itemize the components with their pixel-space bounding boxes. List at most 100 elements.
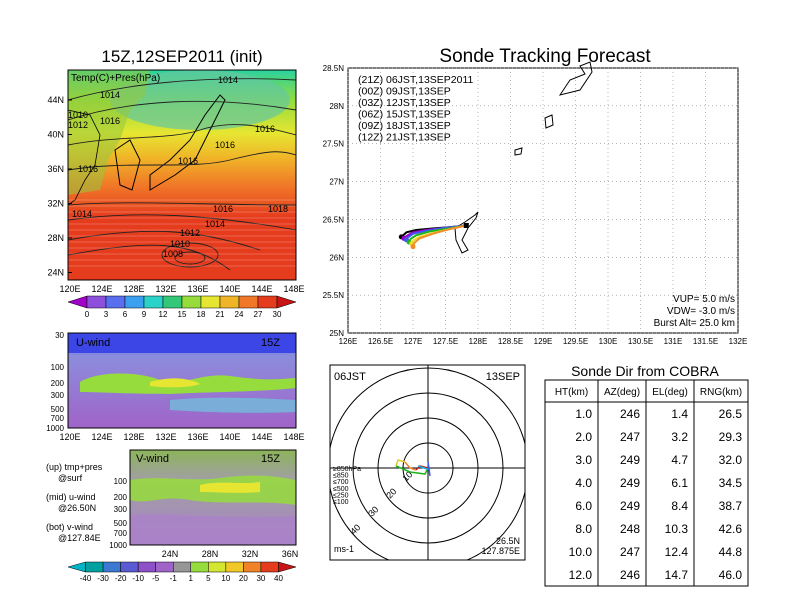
u-wind-lower-band (170, 397, 296, 413)
colorbar-label: 10 (221, 574, 230, 583)
isobar-label: 1016 (215, 140, 235, 150)
isobar-label: 1016 (78, 164, 98, 174)
polar-time: 06JST (334, 371, 366, 383)
colorbar-swatch (67, 295, 88, 309)
colorbar-swatch (137, 561, 156, 573)
colorbar-label: -10 (132, 574, 144, 583)
colorbar-label: 24 (235, 310, 244, 319)
track-lines (398, 222, 469, 250)
u-wind-jet-core (150, 378, 200, 388)
param-vup: VUP= 5.0 m/s (673, 294, 735, 305)
lat-tick-label: 27N (329, 178, 344, 187)
colorbar-label: 6 (123, 310, 128, 319)
table-cell: 249 (620, 499, 640, 513)
lon-tick-label: 129.5E (563, 337, 588, 346)
legend-entry: (06Z) 15JST,13SEP (358, 109, 451, 121)
lon-tick-label: 120E (59, 432, 80, 442)
lon-tick-label: 140E (219, 432, 240, 442)
colorbar-label: -20 (115, 574, 127, 583)
lat-tick-label: 24N (162, 549, 179, 559)
u-wind-upper-band (68, 333, 296, 353)
pressure-tick-label: 100 (114, 477, 128, 486)
isobar-label: 1014 (205, 219, 225, 229)
legend-entry: (21Z) 06JST,13SEP2011 (358, 74, 474, 86)
colorbar-swatch (190, 561, 209, 573)
table-header: AZ(deg) (604, 387, 640, 398)
u-wind-longitude-ticks: 120E 124E 128E 132E 136E 140E 144E 148E (59, 432, 304, 442)
isobar-label: 1010 (170, 239, 190, 249)
note-line: @127.84E (58, 533, 101, 543)
isobar-label: 1016 (213, 204, 233, 214)
lon-tick-label: 127.5E (433, 337, 458, 346)
lon-tick-label: 126.5E (368, 337, 393, 346)
lon-tick-label: 148E (283, 432, 304, 442)
param-burst-alt: Burst Alt= 25.0 km (654, 318, 735, 329)
colorbar-label: 9 (142, 310, 147, 319)
table-cell: 246 (620, 407, 640, 421)
legend-entry: (03Z) 12JST,13SEP (358, 97, 451, 109)
lon-tick-label: 132E (155, 284, 176, 294)
polar-unit: ms-1 (334, 544, 354, 554)
legend-entry: (00Z) 09JST,13SEP (358, 86, 451, 98)
track-endpoint (410, 244, 416, 250)
colorbar-label: 3 (104, 310, 109, 319)
v-wind-lower (130, 514, 296, 545)
lat-tick-label: 40N (47, 130, 64, 140)
table-cell: 248 (620, 522, 640, 536)
wind-colorbar: -40 -30 -20 -10 -5 -1 1 5 10 20 30 40 (67, 561, 297, 583)
colorbar-swatch (172, 561, 192, 573)
v-wind-frame (129, 449, 297, 546)
lat-tick-label: 36N (47, 164, 64, 174)
v-wind-label: V-wind (136, 453, 169, 465)
colorbar-label: 30 (273, 310, 282, 319)
table-cell: 8.0 (575, 522, 592, 536)
polar-date: 13SEP (486, 371, 520, 383)
u-wind-time: 15Z (261, 337, 280, 349)
table-cell: 4.7 (671, 453, 688, 467)
colorbar-label: 12 (159, 310, 168, 319)
note-line: (mid) u-wind (46, 492, 96, 502)
u-wind-label: U-wind (76, 337, 110, 349)
hodograph (395, 459, 431, 477)
lon-tick-label: 131.5E (693, 337, 718, 346)
lon-tick-label: 144E (251, 432, 272, 442)
lon-tick-label: 130E (599, 337, 618, 346)
colorbar-label: -30 (97, 574, 109, 583)
note-line: (bot) v-wind (46, 522, 93, 532)
colorbar-label: 20 (239, 574, 248, 583)
isobar-label: 1010 (68, 110, 88, 120)
lon-tick-label: 132E (729, 337, 748, 346)
polar-level-legend: ≥850hPa≤850≤700≤500≤250≤100 (333, 466, 361, 506)
table-cell: 2.0 (575, 430, 592, 444)
map-texture (68, 199, 296, 267)
japan-coastline (149, 94, 226, 191)
island-outlines (454, 61, 593, 254)
table-cell: 6.1 (671, 476, 688, 490)
colorbar-swatch (86, 295, 107, 309)
lat-tick-label: 36N (282, 549, 299, 559)
lon-tick-label: 126E (339, 337, 358, 346)
table-cell: 12.0 (569, 568, 593, 582)
table-cell: 38.7 (719, 499, 743, 513)
table-header: RNG(km) (700, 387, 742, 398)
continent-landmass (68, 70, 150, 195)
pressure-tick-label: 500 (51, 405, 65, 414)
pressure-tick-label: 300 (114, 505, 128, 514)
track-params: VUP= 5.0 m/s VDW= -3.0 m/s Burst Alt= 25… (654, 294, 735, 329)
table-cell: 249 (620, 476, 640, 490)
lat-tick-label: 44N (47, 95, 64, 105)
pressure-tick-label: 200 (114, 493, 128, 502)
note-line: (up) tmp+pres (46, 462, 103, 472)
table-cell: 44.8 (719, 545, 743, 559)
launch-site-marker (463, 222, 469, 228)
lon-tick-label: 129E (534, 337, 553, 346)
level-legend-entry: ≤100 (333, 499, 349, 506)
cobra-table: HT(km) AZ(deg) EL(deg) RNG(km) 1.0 246 1.4 26.5… (544, 379, 749, 587)
isobar-label: 1014 (72, 209, 92, 219)
isobar-label: 1012 (68, 120, 88, 130)
lon-tick-label: 130.5E (628, 337, 653, 346)
table-cell: 8.4 (671, 499, 688, 513)
colorbar-swatch (102, 561, 121, 573)
